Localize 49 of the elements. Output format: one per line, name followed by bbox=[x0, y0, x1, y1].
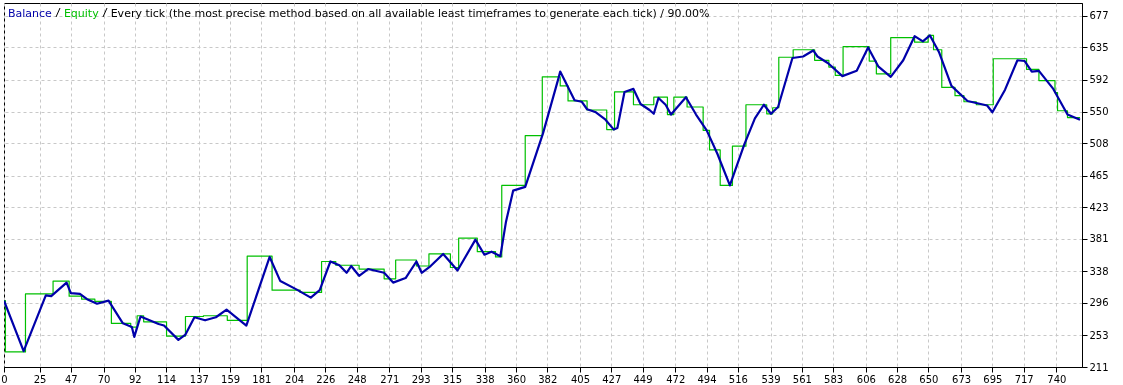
x-tick-label: 539 bbox=[761, 373, 781, 385]
x-tick-label: 159 bbox=[221, 373, 241, 385]
chart-title: Every tick (the most precise method based on all available least timeframes to generate each tick) / 90.00% bbox=[110, 7, 710, 20]
x-tick-label: 561 bbox=[792, 373, 812, 385]
x-tick-label: 650 bbox=[919, 373, 939, 385]
y-tick-label: 296 bbox=[1089, 297, 1109, 309]
x-tick-label: 472 bbox=[666, 373, 686, 385]
x-tick-label: 583 bbox=[824, 373, 844, 385]
x-tick-label: 0 bbox=[1, 373, 8, 385]
y-tick-label: 465 bbox=[1089, 170, 1109, 182]
x-tick-label: 226 bbox=[316, 373, 336, 385]
x-tick-label: 204 bbox=[285, 373, 305, 385]
text: Balance bbox=[8, 7, 52, 20]
x-tick-label: 338 bbox=[475, 373, 495, 385]
x-tick-label: 673 bbox=[952, 373, 972, 385]
x-tick-label: 740 bbox=[1047, 373, 1067, 385]
x-tick-label: 427 bbox=[602, 373, 622, 385]
x-tick-label: 114 bbox=[157, 373, 177, 385]
y-tick-label: 508 bbox=[1089, 137, 1109, 149]
x-tick-label: 70 bbox=[97, 373, 111, 385]
y-tick-label: 423 bbox=[1089, 201, 1109, 213]
x-tick-label: 315 bbox=[442, 373, 463, 385]
x-tick-label: 248 bbox=[347, 373, 367, 385]
x-tick-label: 360 bbox=[506, 373, 527, 385]
y-tick-label: 211 bbox=[1089, 361, 1109, 373]
x-tick-label: 25 bbox=[33, 373, 47, 385]
x-tick-label: 293 bbox=[411, 373, 431, 385]
x-tick-label: 516 bbox=[728, 373, 748, 385]
x-tick-label: 181 bbox=[252, 373, 272, 385]
y-tick-label: 592 bbox=[1089, 74, 1109, 86]
x-tick-label: 47 bbox=[64, 373, 78, 385]
x-tick-label: 449 bbox=[633, 373, 653, 385]
y-tick-label: 677 bbox=[1089, 10, 1109, 22]
y-tick-label: 338 bbox=[1089, 265, 1109, 277]
x-tick-label: 494 bbox=[697, 373, 717, 385]
text: Equity bbox=[63, 7, 99, 20]
y-tick-label: 635 bbox=[1089, 41, 1109, 53]
y-tick-label: 381 bbox=[1089, 233, 1109, 245]
x-tick-label: 606 bbox=[856, 373, 876, 385]
x-tick-label: 695 bbox=[983, 373, 1003, 385]
x-tick-label: 382 bbox=[538, 373, 558, 385]
x-tick-label: 137 bbox=[189, 373, 209, 385]
x-tick-label: 717 bbox=[1014, 373, 1034, 385]
x-tick-label: 628 bbox=[888, 373, 908, 385]
x-tick-label: 92 bbox=[128, 373, 142, 385]
x-tick-label: 271 bbox=[380, 373, 400, 385]
y-tick-label: 550 bbox=[1089, 106, 1109, 118]
x-tick-label: 405 bbox=[570, 373, 591, 385]
y-tick-label: 253 bbox=[1089, 329, 1109, 341]
